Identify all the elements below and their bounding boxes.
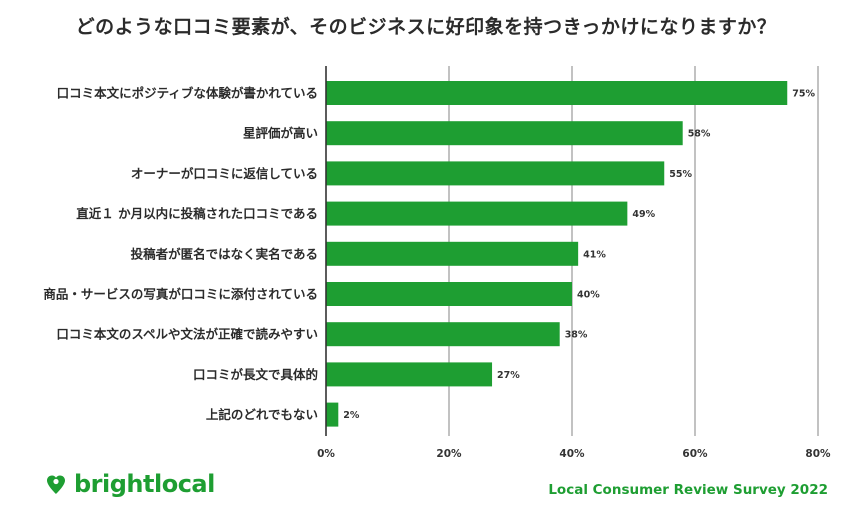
- survey-footer: Local Consumer Review Survey 2022: [548, 482, 828, 498]
- category-label: 投稿者が匿名ではなく実名である: [131, 246, 318, 261]
- category-label: オーナーが口コミに返信している: [131, 166, 318, 181]
- bar: [326, 402, 339, 427]
- bar: [326, 121, 683, 146]
- bar: [326, 362, 493, 387]
- category-label: 商品・サービスの写真が口コミに添付されている: [43, 287, 318, 302]
- bar: [326, 81, 788, 105]
- x-tick-label: 80%: [805, 448, 831, 460]
- category-label: 星評価が高い: [243, 126, 318, 141]
- bar: [326, 201, 628, 226]
- bar: [326, 161, 665, 186]
- x-tick-label: 0%: [317, 448, 335, 460]
- data-label: 75%: [792, 89, 815, 100]
- x-tick-label: 40%: [559, 448, 585, 460]
- bar-chart: 口コミ本文にポジティブな体験が書かれている 75% 星評価が高い 58% オーナーが口コ…: [43, 66, 831, 460]
- data-label: 58%: [688, 129, 711, 140]
- brand-name: brightlocal: [74, 470, 215, 498]
- x-tick-label: 20%: [436, 448, 462, 460]
- data-label: 2%: [343, 410, 360, 421]
- category-label: 口コミが長文で具体的: [193, 367, 318, 382]
- brand-logo: brightlocal: [44, 470, 215, 498]
- category-label: 上記のどれでもない: [206, 407, 318, 422]
- data-label: 27%: [497, 370, 520, 381]
- data-label: 55%: [669, 169, 692, 180]
- bar: [326, 322, 560, 347]
- data-label: 38%: [565, 330, 588, 341]
- bar: [326, 241, 579, 266]
- chart-title: どのような口コミ要素が、そのビジネスに好印象を持つきっかけになりますか？: [75, 16, 777, 38]
- data-label: 49%: [632, 209, 655, 220]
- category-label: 口コミ本文のスペルや文法が正確で読みやすい: [56, 327, 318, 342]
- bar: [326, 282, 572, 306]
- category-label: 口コミ本文にポジティブな体験が書かれている: [57, 86, 318, 101]
- x-tick-label: 60%: [682, 448, 708, 460]
- data-label: 41%: [583, 249, 606, 260]
- data-label: 40%: [577, 290, 600, 301]
- heart-pin-icon: [47, 475, 65, 494]
- category-label: 直近１ か月以内に投稿された口コミである: [76, 206, 318, 221]
